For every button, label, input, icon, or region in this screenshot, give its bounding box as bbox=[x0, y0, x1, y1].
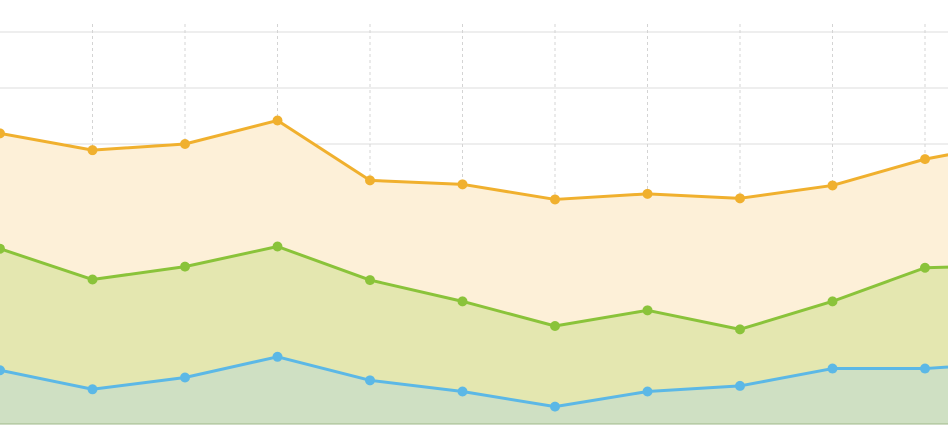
series-1-point bbox=[0, 365, 5, 376]
series-2-area bbox=[0, 246, 948, 407]
series-3-point bbox=[550, 194, 560, 205]
series-2-point bbox=[920, 262, 930, 273]
series-1-point bbox=[827, 363, 838, 374]
series-2-point bbox=[550, 321, 560, 331]
series-3-point bbox=[272, 115, 283, 126]
series-2-point bbox=[87, 274, 98, 285]
series-points bbox=[0, 115, 930, 412]
series-2-point bbox=[272, 241, 283, 252]
series-1-point bbox=[550, 401, 560, 412]
series-1-point bbox=[735, 380, 745, 391]
series-1-point bbox=[365, 375, 375, 386]
series-3-point bbox=[180, 139, 190, 149]
series-3-point bbox=[920, 154, 930, 165]
series-3-line bbox=[0, 118, 948, 201]
series-2-point bbox=[365, 275, 375, 286]
series-3-point bbox=[827, 180, 838, 191]
series-1-point bbox=[457, 386, 468, 397]
series-2-point bbox=[827, 296, 838, 307]
series-areas bbox=[0, 120, 948, 424]
series-3-point bbox=[735, 193, 745, 204]
series-1-point bbox=[920, 363, 930, 374]
series-3-area bbox=[0, 120, 948, 330]
series-2-point bbox=[457, 296, 468, 307]
series-3-point bbox=[642, 188, 653, 199]
series-3-point bbox=[0, 128, 5, 139]
series-1-line bbox=[0, 355, 948, 409]
series-1-point bbox=[87, 384, 98, 395]
series-3-point bbox=[457, 179, 468, 190]
series-lines bbox=[0, 118, 948, 409]
series-1-point bbox=[272, 351, 283, 362]
series-2-point bbox=[0, 243, 5, 254]
series-2-line bbox=[0, 244, 948, 331]
series-1-area bbox=[0, 356, 948, 424]
series-3-point bbox=[365, 175, 375, 186]
series-2-point bbox=[735, 324, 745, 335]
series-1-point bbox=[180, 372, 190, 383]
series-2-point bbox=[180, 261, 190, 272]
series-1-point bbox=[642, 386, 653, 397]
series-3-point bbox=[87, 145, 98, 156]
series-2-point bbox=[642, 305, 653, 316]
